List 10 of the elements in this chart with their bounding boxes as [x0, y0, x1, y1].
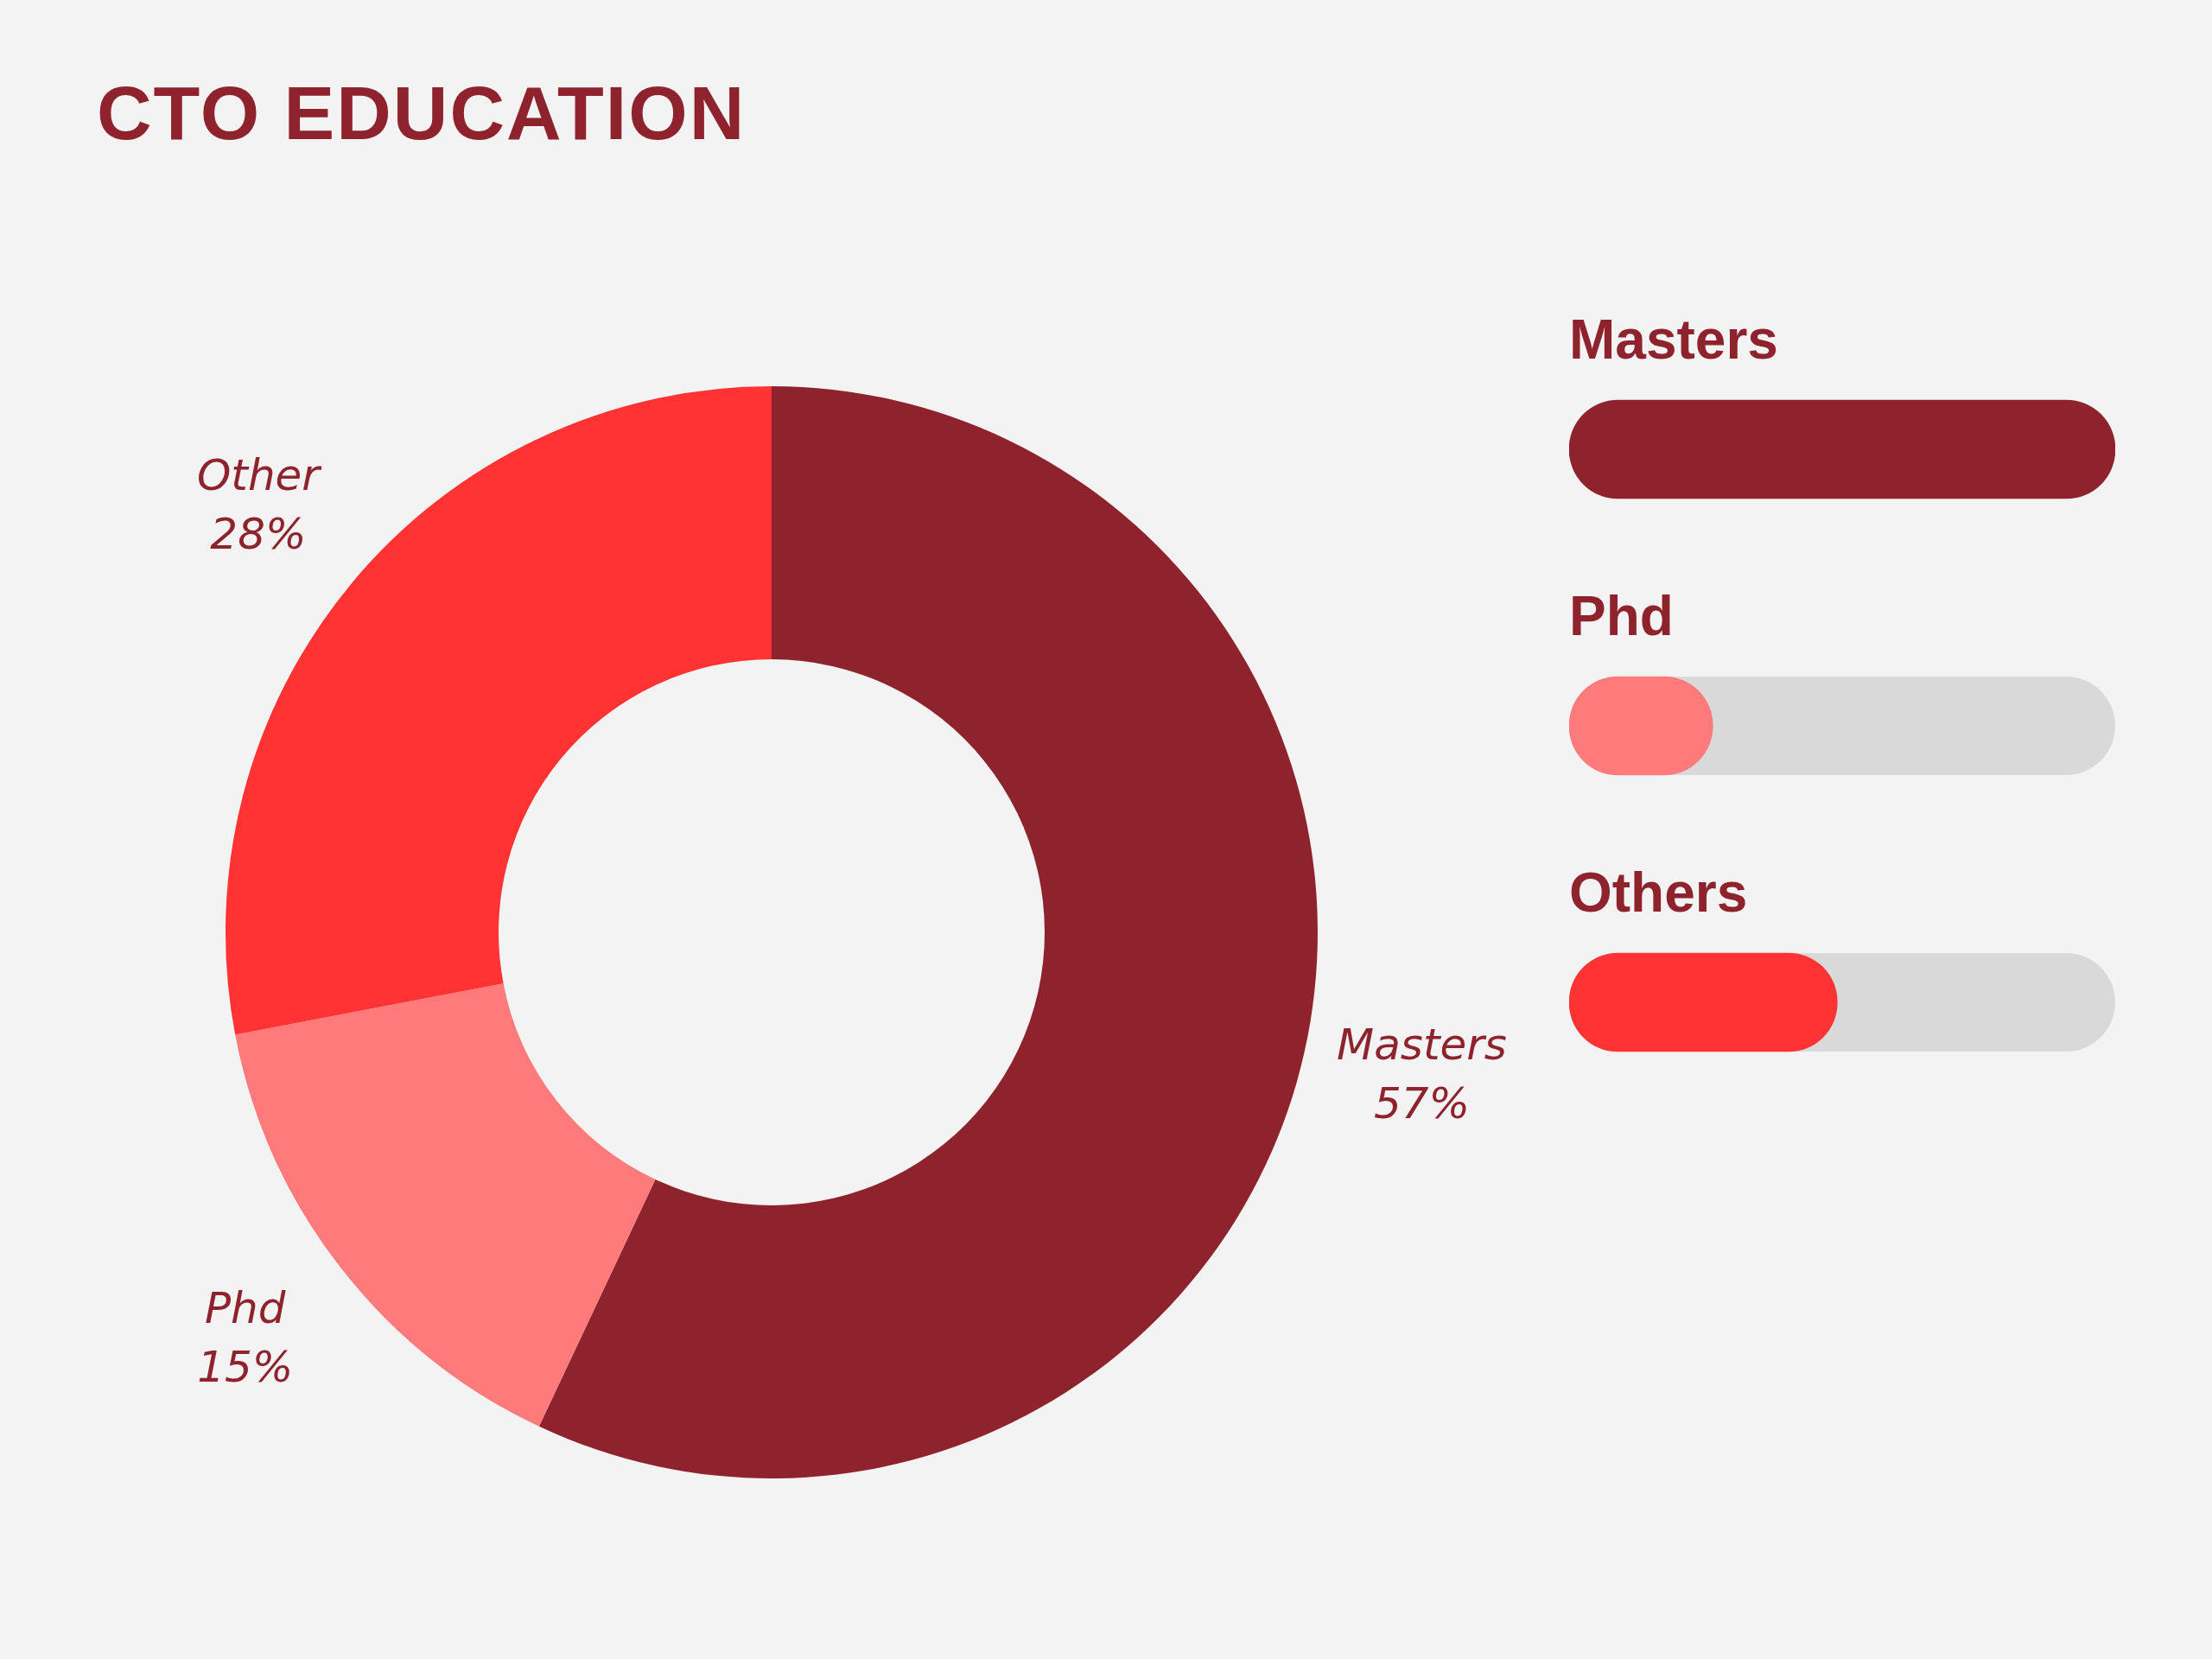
slice-label: Phd	[204, 1282, 286, 1333]
y-tick-label: Phd	[1569, 585, 1674, 647]
slice-label: Masters	[1337, 1020, 1507, 1071]
data-label: 28%	[210, 508, 307, 559]
chart-title: CTO EDUCATION	[97, 69, 747, 157]
data-label: 15%	[197, 1341, 294, 1392]
y-tick-label: Others	[1569, 861, 1748, 924]
data-label: 57%	[1373, 1078, 1471, 1129]
y-tick-label: Masters	[1569, 308, 1778, 371]
slice-label: Other	[196, 449, 323, 500]
